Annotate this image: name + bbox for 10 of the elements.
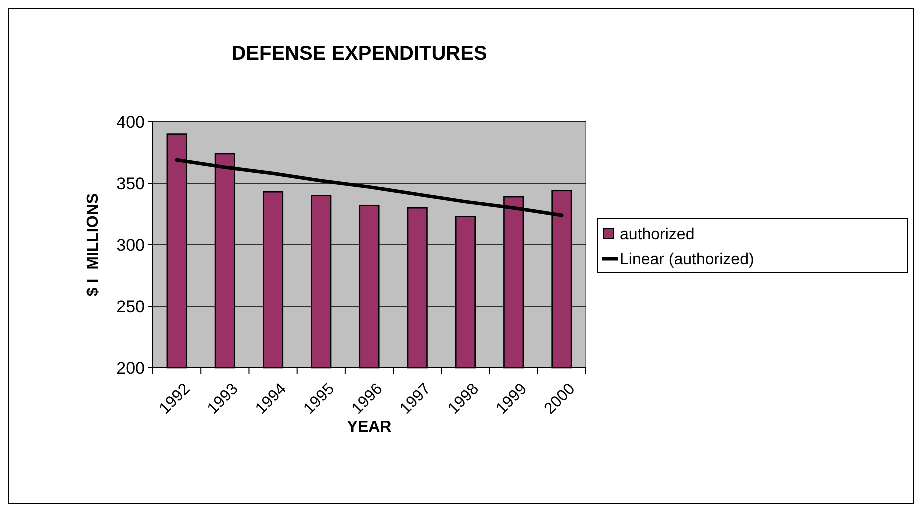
y-tick-label: 300 <box>116 236 145 255</box>
y-tick-label: 400 <box>116 112 145 132</box>
y-tick-label: 200 <box>116 358 145 378</box>
y-axis-title: $ I MILLIONS <box>85 193 102 297</box>
x-axis-title: YEAR <box>347 419 392 436</box>
y-tick-label: 350 <box>116 174 145 194</box>
legend-label: Linear (authorized) <box>620 252 754 269</box>
y-tick-label: 250 <box>116 297 145 316</box>
chart-title: DEFENSE EXPENDITURES <box>232 43 488 65</box>
legend-label: authorized <box>620 226 695 244</box>
